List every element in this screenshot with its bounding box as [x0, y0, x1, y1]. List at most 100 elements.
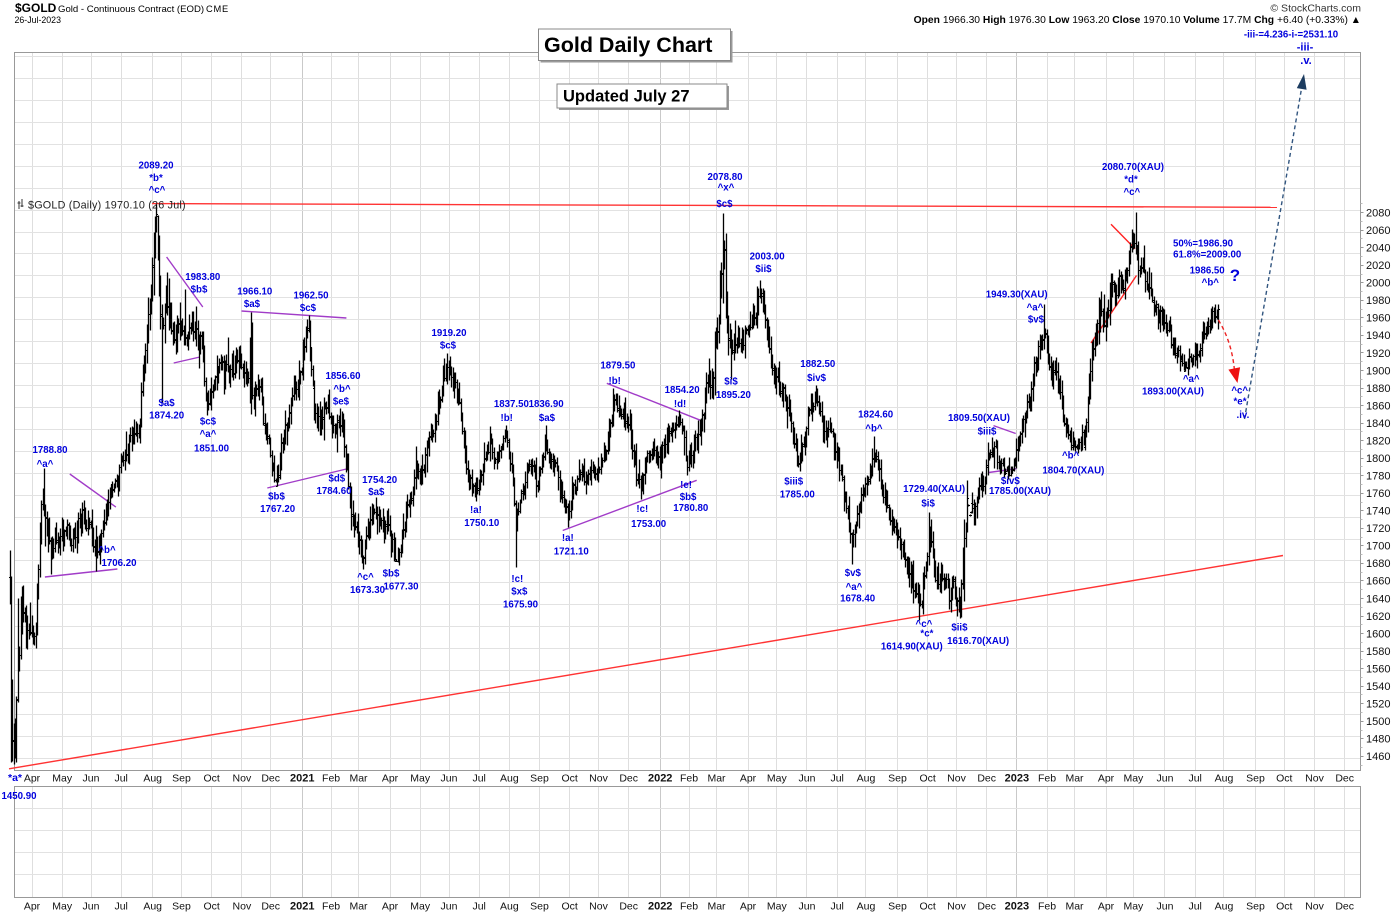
svg-text:26-Jul-2023: 26-Jul-2023: [15, 15, 62, 25]
svg-text:Oct: Oct: [562, 773, 578, 785]
svg-text:1986.50: 1986.50: [1190, 265, 1225, 276]
svg-text:1949.30(XAU): 1949.30(XAU): [986, 290, 1048, 301]
svg-text:2022: 2022: [648, 773, 672, 785]
svg-text:2040: 2040: [1366, 243, 1390, 255]
svg-text:$a$: $a$: [159, 398, 176, 409]
svg-text:^c^: ^c^: [1123, 187, 1140, 198]
svg-text:1780.80: 1780.80: [673, 503, 708, 514]
svg-text:1851.00: 1851.00: [194, 443, 229, 454]
svg-text:^c^: ^c^: [1231, 385, 1248, 396]
svg-text:1920: 1920: [1366, 348, 1390, 360]
svg-text:1753.00: 1753.00: [631, 519, 666, 530]
svg-text:Feb: Feb: [1038, 901, 1056, 913]
svg-text:Feb: Feb: [322, 901, 340, 913]
svg-text:Apr: Apr: [24, 773, 41, 785]
svg-text:Jul: Jul: [830, 901, 843, 913]
svg-text:^c^: ^c^: [357, 572, 374, 583]
svg-text:May: May: [767, 773, 788, 785]
svg-text:$ii$: $ii$: [951, 622, 968, 633]
svg-text:^b^: ^b^: [1062, 450, 1080, 461]
svg-text:May: May: [52, 901, 73, 913]
svg-text:1673.30: 1673.30: [350, 585, 385, 596]
svg-text:Oct: Oct: [204, 773, 220, 785]
svg-text:May: May: [1123, 901, 1144, 913]
svg-text:Dec: Dec: [619, 901, 638, 913]
svg-text:$v$: $v$: [845, 568, 862, 579]
svg-text:Sep: Sep: [172, 773, 191, 785]
svg-text:Jun: Jun: [799, 901, 816, 913]
svg-text:Dec: Dec: [261, 773, 280, 785]
svg-text:Mar: Mar: [1065, 901, 1084, 913]
svg-text:Mar: Mar: [349, 901, 368, 913]
svg-text:1824.60: 1824.60: [858, 409, 893, 420]
svg-text:Aug: Aug: [500, 901, 519, 913]
svg-text:1854.20: 1854.20: [665, 385, 700, 396]
svg-text:1706.20: 1706.20: [101, 558, 136, 569]
svg-text:.iv.: .iv.: [1237, 410, 1250, 421]
svg-text:1820: 1820: [1366, 435, 1390, 447]
svg-text:!c!: !c!: [511, 574, 523, 585]
svg-text:$iii$: $iii$: [978, 426, 997, 437]
svg-text:1962.50: 1962.50: [293, 290, 328, 301]
svg-text:Jul: Jul: [1188, 901, 1201, 913]
svg-text:1760: 1760: [1366, 488, 1390, 500]
svg-text:!e!: !e!: [680, 480, 692, 491]
svg-text:1809.50(XAU): 1809.50(XAU): [948, 413, 1010, 424]
svg-text:May: May: [1123, 773, 1144, 785]
svg-text:$iii$: $iii$: [784, 476, 803, 487]
svg-text:*a*: *a*: [8, 772, 23, 784]
svg-text:2020: 2020: [1366, 260, 1390, 272]
svg-text:1879.50: 1879.50: [600, 360, 635, 371]
svg-text:1740: 1740: [1366, 506, 1390, 518]
svg-text:2080: 2080: [1366, 208, 1390, 220]
svg-text:Oct: Oct: [562, 901, 578, 913]
svg-text:.v.: .v.: [1300, 55, 1311, 67]
svg-text:1680: 1680: [1366, 558, 1390, 570]
svg-text:^a^: ^a^: [1183, 374, 1200, 385]
svg-text:Nov: Nov: [947, 901, 966, 913]
svg-text:Aug: Aug: [857, 773, 876, 785]
svg-text:1614.90(XAU): 1614.90(XAU): [881, 641, 943, 652]
svg-text:Nov: Nov: [1305, 901, 1324, 913]
svg-text:1678.40: 1678.40: [840, 593, 875, 604]
svg-text:1874.20: 1874.20: [149, 410, 184, 421]
svg-text:50%=1986.90: 50%=1986.90: [1173, 238, 1233, 249]
svg-text:$a$: $a$: [539, 413, 556, 424]
svg-text:1660: 1660: [1366, 576, 1390, 588]
svg-text:Gold Daily Chart: Gold Daily Chart: [544, 33, 712, 57]
svg-text:Nov: Nov: [233, 773, 252, 785]
svg-text:Aug: Aug: [500, 773, 519, 785]
svg-text:1900: 1900: [1366, 365, 1390, 377]
svg-text:$b$: $b$: [383, 568, 400, 579]
svg-text:?: ?: [1230, 266, 1240, 285]
svg-text:Jun: Jun: [441, 901, 458, 913]
svg-text:1919.20: 1919.20: [431, 328, 466, 339]
svg-text:2021: 2021: [290, 773, 314, 785]
svg-text:Nov: Nov: [589, 901, 608, 913]
svg-text:1895.20: 1895.20: [716, 390, 751, 401]
svg-text:Jul: Jul: [114, 901, 127, 913]
svg-text:1780: 1780: [1366, 471, 1390, 483]
svg-text:^a^: ^a^: [200, 429, 217, 440]
svg-text:1840: 1840: [1366, 418, 1390, 430]
svg-text:$c$: $c$: [300, 303, 317, 314]
svg-text:^c^: ^c^: [149, 185, 166, 196]
svg-text:Sep: Sep: [530, 901, 549, 913]
svg-text:Jun: Jun: [1157, 901, 1174, 913]
svg-text:Sep: Sep: [888, 901, 907, 913]
svg-text:1616.70(XAU): 1616.70(XAU): [947, 636, 1009, 647]
svg-text:1500: 1500: [1366, 716, 1390, 728]
svg-text:Oct: Oct: [204, 901, 220, 913]
svg-text:Dec: Dec: [261, 901, 280, 913]
svg-text:Mar: Mar: [1065, 773, 1084, 785]
svg-text:!b!: !b!: [609, 376, 621, 387]
svg-text:1960: 1960: [1366, 313, 1390, 325]
svg-text:Open 1966.30 High 1976.30 Low: Open 1966.30 High 1976.30 Low 1963.20 Cl…: [914, 15, 1361, 26]
svg-text:Nov: Nov: [589, 773, 608, 785]
svg-text:Jul: Jul: [114, 773, 127, 785]
svg-text:Dec: Dec: [1335, 773, 1354, 785]
svg-text:Sep: Sep: [1246, 901, 1265, 913]
svg-text:$GOLD: $GOLD: [15, 1, 57, 15]
svg-text:1677.30: 1677.30: [383, 581, 418, 592]
svg-text:Apr: Apr: [1098, 773, 1115, 785]
